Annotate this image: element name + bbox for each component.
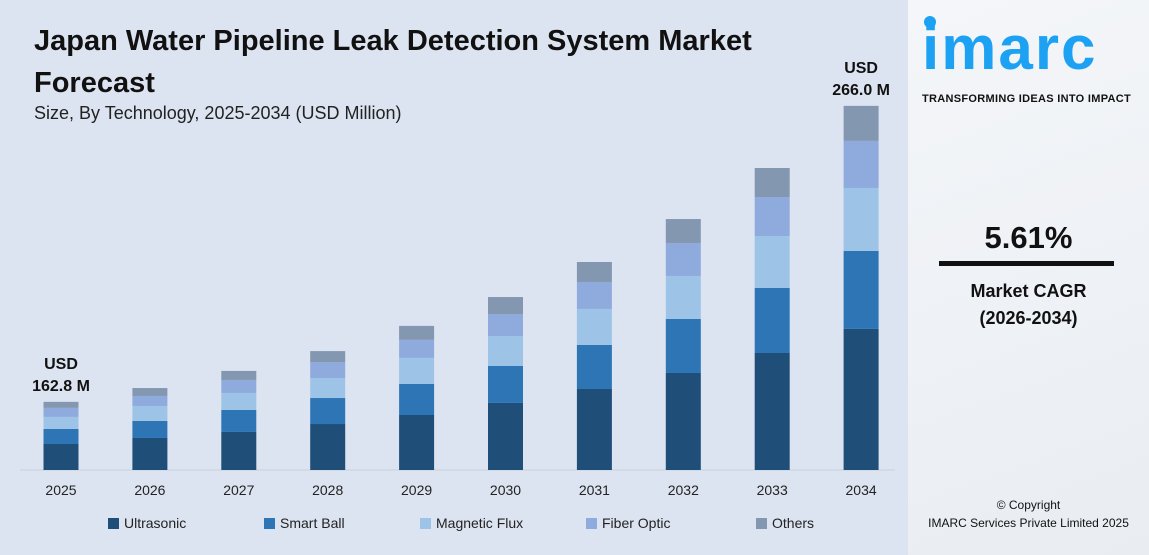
bar-segment-others-2028 [310,351,346,363]
bar-segment-smart-ball-2027 [221,409,257,432]
bar-segment-ultrasonic-2025 [43,444,79,470]
cagr-label: Market CAGR [970,281,1087,301]
x-tick-label: 2030 [490,482,521,498]
bar-segment-smart-ball-2028 [310,398,346,425]
x-tick-label: 2025 [45,482,76,498]
bar-segment-fiber-optic-2033 [754,197,790,236]
x-tick-label: 2031 [579,482,610,498]
total-label-currency: USD [844,60,878,77]
bar-segment-fiber-optic-2030 [488,314,523,337]
x-tick-label: 2027 [223,482,254,498]
chart-subtitle: Size, By Technology, 2025-2034 (USD Mill… [34,103,402,123]
side-panel [908,0,1149,555]
bar-segment-fiber-optic-2034 [843,140,879,188]
legend-swatch [586,517,597,529]
bar-segment-smart-ball-2030 [488,366,523,403]
legend-label: Others [772,515,815,531]
x-tick-label: 2028 [312,482,343,498]
bar-segment-magnetic-flux-2026 [132,405,168,422]
divider [939,261,1114,266]
bar-segment-magnetic-flux-2031 [576,308,612,345]
legend-item-ultrasonic: Ultrasonic [108,515,186,531]
bar-segment-magnetic-flux-2030 [488,336,523,366]
bar-segment-fiber-optic-2032 [665,242,701,276]
bar-segment-smart-ball-2026 [132,421,168,438]
legend-item-smart-ball: Smart Ball [264,515,345,531]
bar-segment-fiber-optic-2025 [43,407,79,417]
chart-title: Japan Water Pipeline Leak Detection Syst… [34,25,752,99]
bar-segment-ultrasonic-2033 [754,353,790,470]
bar-segment-smart-ball-2032 [665,318,701,373]
bar-segment-fiber-optic-2026 [132,395,168,406]
bar-segment-magnetic-flux-2033 [754,236,790,288]
bar-segment-magnetic-flux-2034 [843,187,879,251]
cagr-value: 5.61% [984,220,1073,255]
bar-segment-others-2033 [754,167,790,197]
bar-segment-smart-ball-2025 [43,428,79,444]
legend-item-magnetic-flux: Magnetic Flux [420,515,523,531]
x-tick-label: 2032 [668,482,699,498]
bar-segment-others-2029 [399,325,435,340]
legend-label: Magnetic Flux [436,515,524,531]
bar-segment-ultrasonic-2027 [221,431,257,470]
bar-segment-smart-ball-2031 [576,344,612,389]
total-label-value: 266.0 M [832,82,890,99]
legend-label: Fiber Optic [602,515,671,531]
bar-segment-magnetic-flux-2025 [43,416,79,429]
bar-segment-ultrasonic-2031 [576,388,612,470]
bar-segment-others-2025 [43,401,79,408]
stacked-bar-chart: 2025 USD 162.8 M 2026 2027 2028 2029 2030 2031 20… [20,60,895,498]
bar-segment-fiber-optic-2029 [399,339,435,358]
bar-segment-ultrasonic-2032 [665,372,701,470]
legend-swatch [108,517,119,529]
total-label-value: 162.8 M [32,378,90,395]
legend-swatch [756,517,767,529]
bar-segment-ultrasonic-2026 [132,437,168,470]
bar-segment-others-2030 [488,297,523,314]
brand-tagline: TRANSFORMING IDEAS INTO IMPACT [922,93,1132,105]
legend-item-fiber-optic: Fiber Optic [586,515,670,531]
legend-swatch [264,517,275,529]
total-label-currency: USD [44,356,78,373]
bar-segment-magnetic-flux-2028 [310,378,346,399]
bar-segment-magnetic-flux-2032 [665,275,701,319]
bar-segment-others-2032 [665,219,701,243]
legend-item-others: Others [756,515,814,531]
legend-label: Ultrasonic [124,515,187,531]
bar-segment-fiber-optic-2031 [576,281,612,309]
bar-segment-ultrasonic-2029 [399,414,435,470]
x-tick-label: 2033 [757,482,788,498]
bar-segment-ultrasonic-2028 [310,424,346,470]
bar-segment-magnetic-flux-2029 [399,357,435,384]
bar-segment-magnetic-flux-2027 [221,392,257,410]
x-tick-label: 2029 [401,482,432,498]
imarc-logo: imarc [922,14,1098,83]
x-tick-label: 2034 [846,482,877,498]
bar-segment-others-2034 [843,105,879,141]
bar-segment-smart-ball-2033 [754,288,790,353]
bar-segment-others-2031 [576,262,612,282]
legend-swatch [420,517,431,529]
bar-segment-others-2026 [132,388,168,396]
bar-segment-ultrasonic-2030 [488,402,523,470]
bar-segment-smart-ball-2029 [399,383,435,415]
bar-segment-others-2027 [221,370,257,380]
bar-segment-smart-ball-2034 [843,250,879,329]
bar-segment-ultrasonic-2034 [843,328,879,470]
copyright-line2: IMARC Services Private Limited 2025 [928,516,1129,530]
logo-dot [924,16,936,28]
copyright-line1: © Copyright [996,498,1061,512]
bar-segment-fiber-optic-2028 [310,362,346,379]
bar-segment-fiber-optic-2027 [221,379,257,393]
legend-label: Smart Ball [280,515,345,531]
cagr-period: (2026-2034) [979,308,1078,328]
x-tick-label: 2026 [134,482,165,498]
